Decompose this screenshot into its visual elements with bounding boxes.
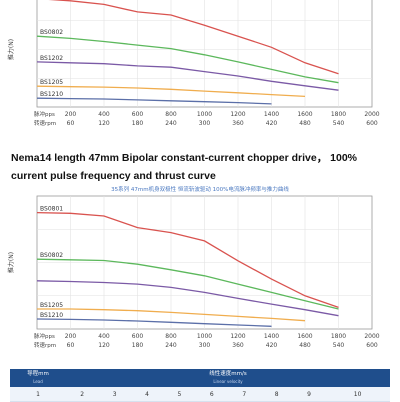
x-tick-label-pps: 1600 [297, 111, 312, 118]
chart-title: 35系列 47mm机身双极性 恒流斩波驱动 100%电流脉冲频率与推力曲线 [111, 185, 289, 193]
x-tick-label-pps: 800 [165, 333, 177, 340]
velocity-table: 导程mm Lead 线性速度mm/s Linear velocity 1 2 3… [10, 369, 390, 402]
series-label: BS0802 [40, 29, 63, 36]
table-header-lead: 导程mm Lead [10, 369, 66, 387]
lead-title: 导程mm [27, 371, 49, 377]
y-axis-title: 推力(N) [7, 39, 15, 60]
table-cell: 6 [195, 387, 229, 402]
series-line-bs1210 [36, 97, 272, 105]
x-tick-label-pps: 2000 [364, 333, 379, 340]
series-line-bs1205 [37, 308, 306, 322]
x-tick-label-pps: 1400 [264, 111, 279, 118]
x-tick-label-pps: 1800 [331, 111, 346, 118]
x-tick-label-rpm: 360 [232, 342, 244, 349]
table-cell: 10 [325, 387, 390, 402]
x-row-label-pps: 脉冲pps [34, 110, 55, 118]
series-line-bs0802 [36, 35, 339, 84]
thrust-curve-chart-bottom: 35系列 47mm机身双极性 恒流斩波驱动 100%电流脉冲频率与推力曲线 BS0… [7, 185, 380, 349]
x-tick-label-pps: 600 [132, 333, 144, 340]
x-row-label-pps: 脉冲pps [34, 332, 55, 340]
y-axis-title: 推力(N) [7, 252, 15, 273]
x-tick-label-rpm: 540 [333, 120, 345, 127]
x-tick-label-rpm: 180 [132, 342, 144, 349]
x-tick-label-rpm: 600 [366, 120, 378, 127]
x-tick-label-pps: 400 [98, 111, 110, 118]
x-tick-label-pps: 1600 [297, 333, 312, 340]
series-label: BS1210 [40, 312, 63, 319]
x-tick-label-pps: 600 [132, 111, 144, 118]
series-label: BS1202 [40, 55, 63, 62]
x-tick-label-rpm: 420 [266, 342, 278, 349]
velocity-title: 线性速度mm/s [209, 371, 247, 377]
x-tick-label-pps: 1800 [331, 333, 346, 340]
x-tick-label-rpm: 420 [266, 120, 278, 127]
x-tick-label-rpm: 240 [165, 342, 177, 349]
x-tick-label-rpm: 480 [299, 342, 311, 349]
x-tick-label-pps: 1000 [197, 333, 212, 340]
table-cell: 1 [10, 387, 66, 402]
series-line-0 [48, 0, 339, 75]
series-label: BS1205 [40, 79, 63, 86]
table-cell: 2 [66, 387, 99, 402]
section-heading: Nema14 length 47mm Bipolar constant-curr… [11, 152, 358, 182]
x-tick-label-pps: 800 [165, 111, 177, 118]
table-cell: 5 [163, 387, 196, 402]
x-tick-label-rpm: 120 [98, 342, 110, 349]
x-tick-label-pps: 200 [65, 111, 77, 118]
x-row-label-rpm: 转速rpm [34, 119, 56, 127]
x-tick-label-pps: 1000 [197, 111, 212, 118]
x-tick-label-rpm: 600 [366, 342, 378, 349]
series-line-bs0802 [36, 258, 339, 310]
x-tick-label-rpm: 240 [165, 120, 177, 127]
x-tick-label-rpm: 480 [299, 120, 311, 127]
x-tick-label-pps: 1200 [230, 111, 245, 118]
lead-subtitle: Lead [33, 379, 43, 384]
series-line-bs1205 [36, 85, 306, 98]
x-tick-label-rpm: 360 [232, 120, 244, 127]
velocity-subtitle: Linear velocity [213, 379, 243, 384]
series-line-bs1202 [36, 61, 339, 91]
x-row-label-rpm: 转速rpm [34, 341, 56, 349]
x-tick-label-rpm: 60 [67, 342, 75, 349]
x-tick-label-rpm: 60 [67, 120, 75, 127]
series-line-bs0801 [36, 211, 339, 309]
series-label: BS0801 [40, 206, 63, 213]
table-cell: 7 [228, 387, 261, 402]
x-tick-label-rpm: 120 [98, 120, 110, 127]
x-tick-label-rpm: 180 [132, 120, 144, 127]
table-row: 1 2 3 4 5 6 7 8 9 10 [10, 387, 390, 402]
table-cell: 3 [98, 387, 131, 402]
x-tick-label-pps: 1200 [230, 333, 245, 340]
table-header-velocity: 线性速度mm/s Linear velocity [66, 369, 390, 387]
series-label: BS1205 [40, 302, 63, 309]
series-label: BS0802 [40, 252, 63, 259]
x-tick-label-pps: 400 [98, 333, 110, 340]
series-line-bs1210 [36, 318, 272, 327]
table-cell: 8 [260, 387, 293, 402]
x-tick-label-rpm: 540 [333, 342, 345, 349]
x-tick-label-pps: 1400 [264, 333, 279, 340]
x-tick-label-pps: 2000 [364, 111, 379, 118]
x-tick-label-pps: 200 [65, 333, 77, 340]
table-cell: 9 [292, 387, 326, 402]
series-line-2 [36, 280, 339, 317]
table-cell: 4 [130, 387, 164, 402]
series-label: BS1210 [40, 91, 63, 98]
x-tick-label-rpm: 300 [199, 342, 211, 349]
x-tick-label-rpm: 300 [199, 120, 211, 127]
